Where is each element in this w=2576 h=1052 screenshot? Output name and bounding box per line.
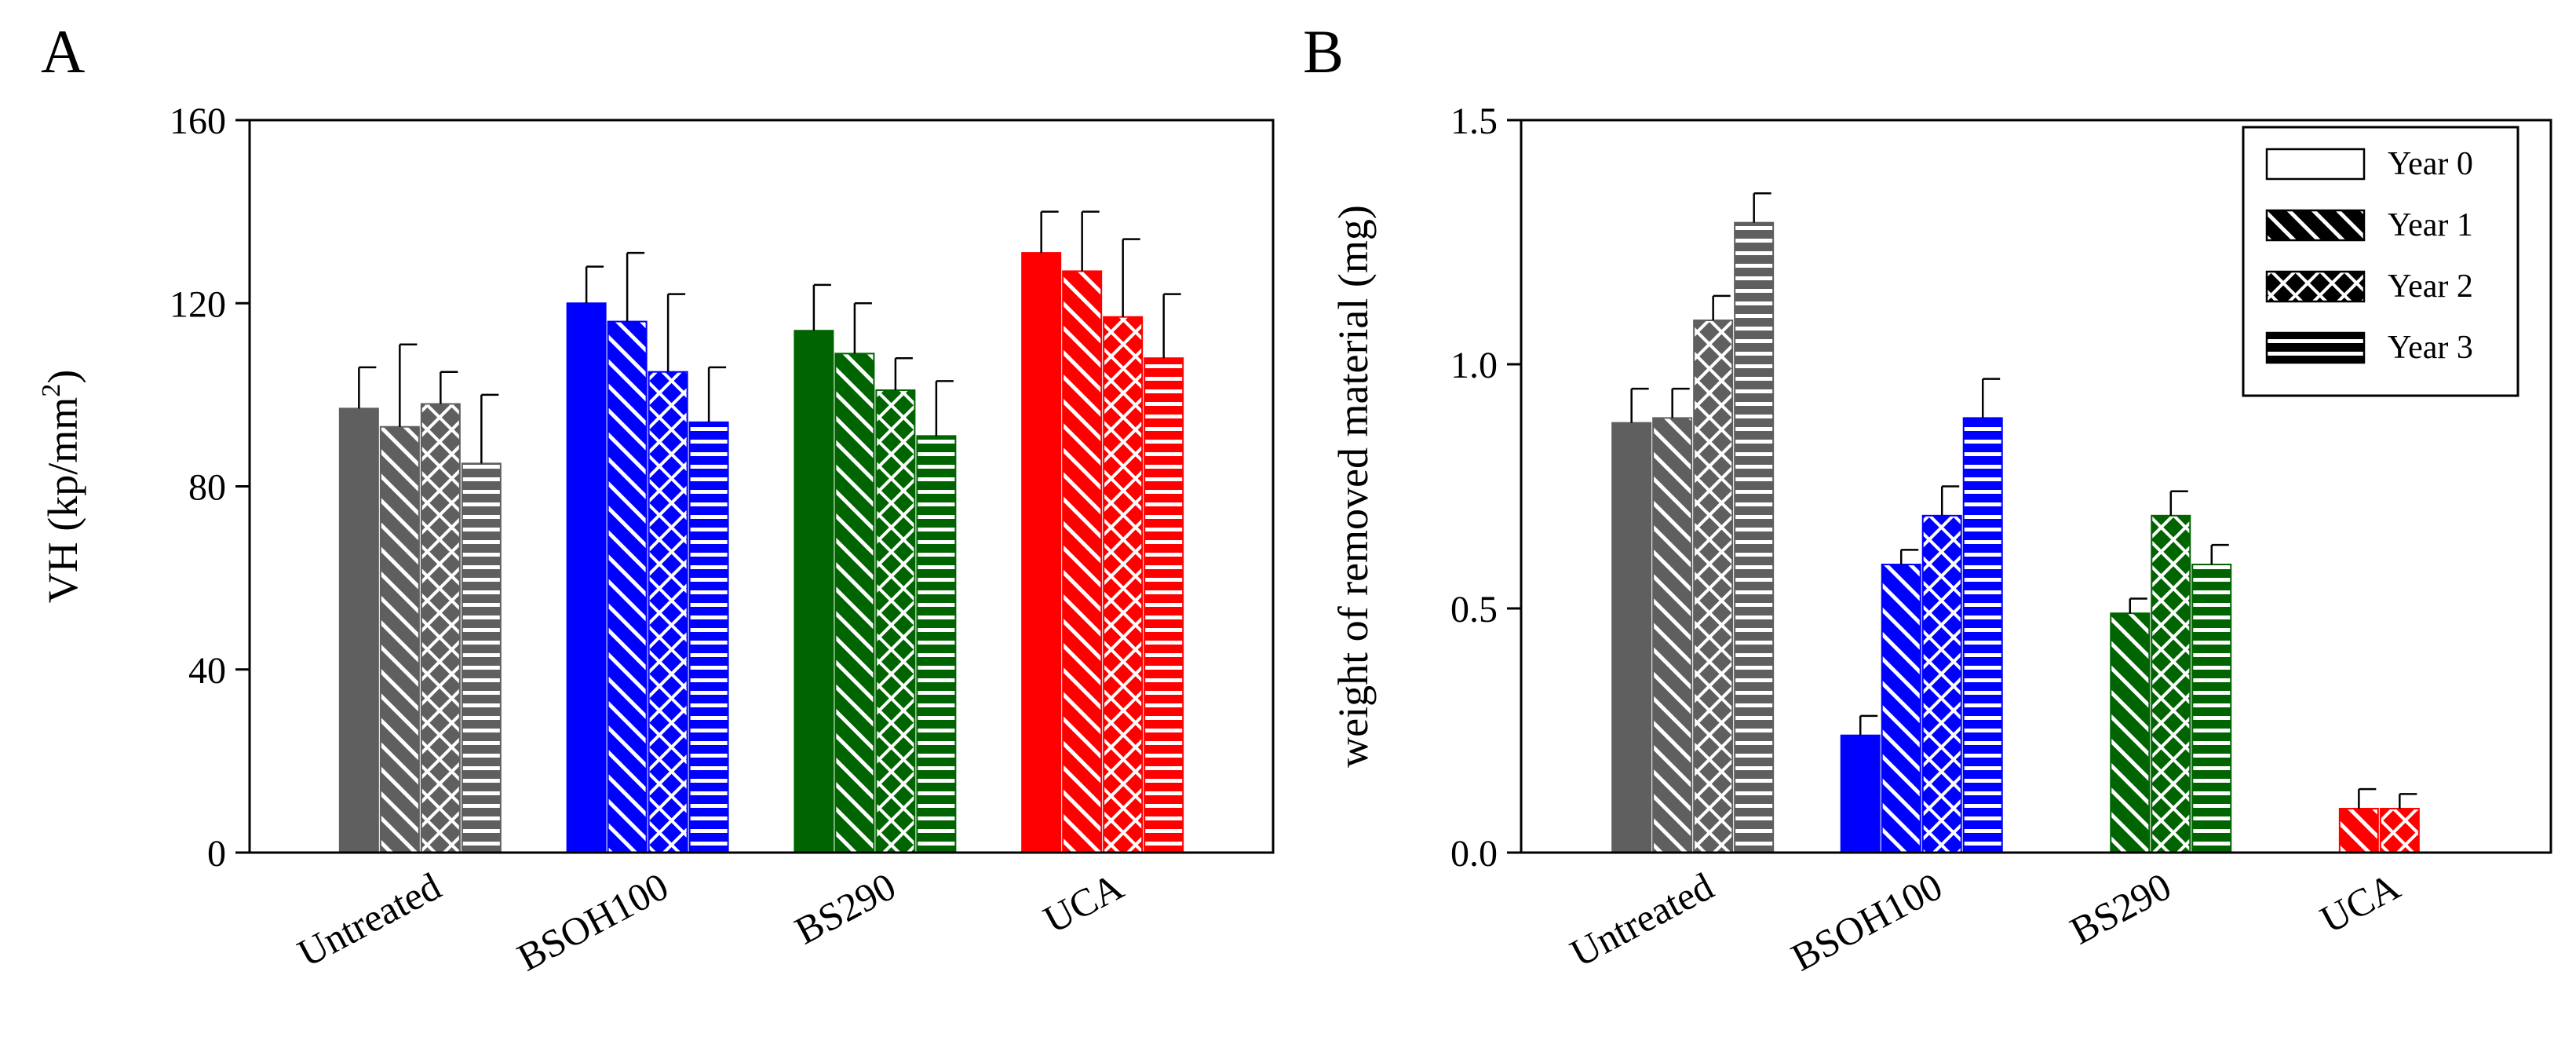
bar-group-bsoh100 — [1840, 378, 2003, 854]
bar-untreated-year-0 — [338, 407, 379, 853]
bar-untreated-year-0 — [1611, 422, 1652, 853]
bar-bsoh100-year-0 — [566, 302, 607, 853]
y-axis-title-a-tail: ) — [39, 370, 86, 384]
axes-frame-a — [248, 119, 1275, 854]
y-axis-title-a: VH (kp/mm2) — [37, 370, 86, 603]
y-tick-label: 80 — [188, 467, 226, 509]
y-axis-title-a-main: VH (kp/mm — [39, 397, 86, 604]
y-tick-label: 120 — [170, 283, 226, 325]
bar-bs290-year-0 — [794, 330, 834, 853]
x-tick-label-uca: UCA — [1036, 864, 1130, 941]
bar-bs290-year-1 — [834, 352, 875, 853]
bar-uca-year-3 — [1144, 357, 1184, 854]
legend-label: Year 2 — [2388, 268, 2473, 305]
bar-uca-year-2 — [1103, 316, 1144, 853]
panel-letter-b: B — [1303, 17, 1344, 86]
legend-label: Year 0 — [2388, 146, 2473, 182]
bar-uca-year-1 — [2338, 808, 2379, 854]
bar-bsoh100-year-0 — [1840, 734, 1881, 853]
bar-bs290-year-2 — [2151, 514, 2191, 853]
bar-untreated-year-3 — [1734, 221, 1775, 853]
bar-group-untreated — [338, 343, 502, 853]
bar-untreated-year-1 — [379, 426, 420, 853]
x-tick-label-bs290: BS290 — [2063, 864, 2178, 952]
bar-bs290-year-3 — [916, 435, 957, 853]
legend-swatch — [2265, 209, 2366, 242]
y-axis-title-a-sup: 2 — [37, 384, 66, 397]
x-tick-label-untreated: Untreated — [1563, 864, 1720, 975]
bar-group-bs290 — [2110, 490, 2232, 854]
y-tick-label: 0.5 — [1450, 589, 1498, 630]
bar-bsoh100-year-1 — [607, 320, 648, 853]
legend-item-year-3: Year 3 — [2265, 330, 2473, 366]
panel-a: A 0 40 80 120 160 Untreated BSOH100 BS290 UCA VH… — [37, 17, 1275, 980]
bar-group-uca — [2338, 787, 2420, 854]
y-tick-label: 40 — [188, 650, 226, 692]
legend-swatch — [2265, 270, 2366, 303]
y-tick-label: 160 — [170, 100, 226, 142]
bar-bsoh100-year-2 — [1921, 514, 1962, 853]
bar-untreated-year-2 — [1693, 320, 1734, 853]
y-tick-label: 1.5 — [1450, 100, 1498, 142]
bar-bs290-year-3 — [2191, 564, 2232, 854]
x-tick-label-bsoh100: BSOH100 — [510, 864, 675, 979]
bar-bs290-year-1 — [2110, 612, 2151, 853]
legend-swatch — [2265, 148, 2366, 181]
plot-area-a: 0 40 80 120 160 Untreated BSOH100 BS290 UCA — [170, 100, 1184, 980]
bar-group-uca — [1021, 210, 1184, 854]
bar-group-untreated — [1611, 192, 1775, 853]
legend-item-year-2: Year 2 — [2265, 268, 2473, 305]
y-axis-title-b: weight of removed material (mg) — [1330, 205, 1377, 768]
panel-letter-a: A — [41, 17, 85, 86]
y-tick-label: 0 — [207, 833, 226, 875]
x-tick-label-bsoh100: BSOH100 — [1784, 864, 1949, 979]
bar-uca-year-1 — [1062, 270, 1103, 853]
legend-label: Year 1 — [2388, 207, 2473, 243]
bar-group-bs290 — [794, 283, 957, 853]
y-tick-label: 1.0 — [1450, 345, 1498, 386]
bar-bsoh100-year-3 — [1962, 417, 2003, 853]
bar-untreated-year-1 — [1652, 417, 1693, 853]
x-tick-label-untreated: Untreated — [290, 864, 447, 975]
legend-item-year-0: Year 0 — [2265, 146, 2473, 182]
bar-group-bsoh100 — [566, 251, 729, 853]
legend-label: Year 3 — [2388, 330, 2473, 366]
bar-uca-year-0 — [1021, 252, 1062, 853]
legend-swatch — [2265, 331, 2366, 364]
x-tick-label-bs290: BS290 — [788, 864, 903, 952]
bar-bsoh100-year-1 — [1881, 564, 1921, 854]
panel-b: B 0.0 0.5 1.0 1.5 Untreated BSOH100 BS290 UCA w… — [1303, 17, 2552, 980]
axes-frame-b — [1520, 119, 2552, 854]
bar-untreated-year-3 — [461, 462, 502, 853]
bar-uca-year-2 — [2379, 808, 2420, 854]
bar-bsoh100-year-3 — [688, 421, 729, 853]
legend: Year 0 Year 1 Year 2 Year 3 — [2242, 126, 2519, 397]
bar-bs290-year-2 — [875, 389, 916, 853]
bar-bsoh100-year-2 — [648, 371, 688, 853]
legend-item-year-1: Year 1 — [2265, 207, 2473, 243]
bar-untreated-year-2 — [420, 403, 461, 853]
x-tick-label-uca: UCA — [2313, 864, 2407, 941]
y-tick-label: 0.0 — [1450, 833, 1498, 875]
